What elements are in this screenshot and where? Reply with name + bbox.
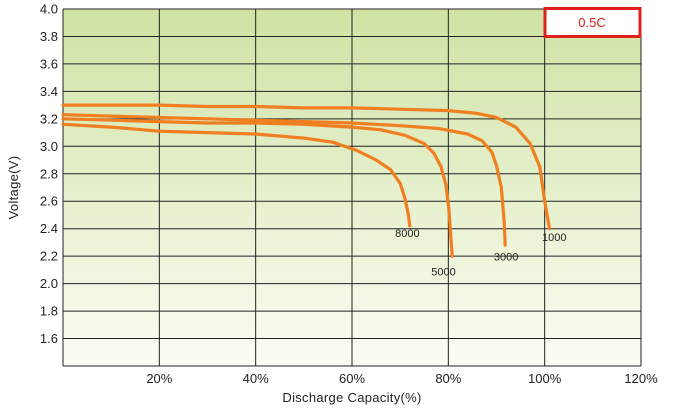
tick-labels: 1.6 1.8 2.0 2.2 2.4 2.6 2.8 3.0 3.2 3.4 3.6 3.8 4.0 2… [40,2,658,387]
x-tick-label: 120% [624,371,658,386]
series-line-1000 [61,103,552,231]
annotation-box: 0.5C [543,7,642,38]
series-label-5000: 5000 [431,266,455,278]
y-tick-label: 3.6 [40,56,58,71]
series-label-1000: 1000 [542,232,566,244]
x-tick-label: 20% [146,371,172,386]
series-label-3000: 3000 [494,251,518,263]
series-line-3000 [61,113,507,247]
y-axis-title: Voltage(V) [6,156,21,220]
y-tick-label: 2.8 [40,166,58,181]
series-labels: 1000 3000 5000 8000 [395,228,566,278]
x-tick-label: 100% [528,371,562,386]
series-lines [61,103,552,258]
y-tick-label: 2.6 [40,194,58,209]
series-line-8000 [61,122,412,228]
y-tick-label: 3.8 [40,29,58,44]
series-label-8000: 8000 [395,228,419,240]
x-tick-label: 60% [339,371,365,386]
x-axis-title: Discharge Capacity(%) [282,390,421,405]
y-tick-label: 2.4 [40,221,58,236]
x-tick-label: 80% [435,371,461,386]
x-tick-label: 40% [243,371,269,386]
y-tick-label: 1.8 [40,304,58,319]
y-tick-label: 3.2 [40,111,58,126]
series-line-5000 [61,117,454,258]
y-tick-label: 2.2 [40,249,58,264]
y-tick-label: 2.0 [40,276,58,291]
y-tick-label: 1.6 [40,331,58,346]
y-tick-label: 3.0 [40,139,58,154]
annotation-label: 0.5C [578,15,605,30]
annotation-frame [543,7,642,38]
y-tick-label: 4.0 [40,2,58,17]
y-tick-label: 3.4 [40,84,58,99]
